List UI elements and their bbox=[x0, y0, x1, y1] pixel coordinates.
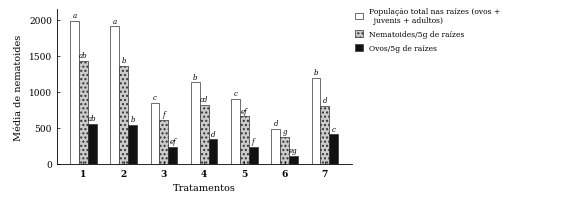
Bar bbox=[128, 125, 137, 164]
Y-axis label: Média de nematoides: Média de nematoides bbox=[14, 34, 23, 140]
Bar bbox=[272, 130, 280, 164]
Bar bbox=[119, 67, 128, 164]
Bar bbox=[88, 124, 96, 164]
Legend: População total nas raízes (ovos +
  juvenis + adultos), Nematoides/5g de raízes: População total nas raízes (ovos + juven… bbox=[354, 7, 501, 54]
Bar bbox=[151, 103, 159, 164]
Text: cd: cd bbox=[200, 96, 208, 103]
Bar bbox=[320, 107, 329, 164]
Bar bbox=[79, 62, 88, 164]
X-axis label: Tratamentos: Tratamentos bbox=[173, 183, 235, 192]
Text: d: d bbox=[273, 120, 278, 128]
Bar bbox=[329, 135, 338, 164]
Text: ab: ab bbox=[88, 114, 96, 122]
Bar bbox=[200, 105, 209, 164]
Text: a: a bbox=[73, 12, 77, 20]
Bar bbox=[191, 83, 200, 164]
Bar bbox=[231, 100, 240, 164]
Text: ab: ab bbox=[79, 52, 88, 60]
Bar bbox=[168, 147, 177, 164]
Bar bbox=[289, 156, 298, 164]
Text: ef: ef bbox=[170, 137, 176, 145]
Text: b: b bbox=[130, 115, 135, 123]
Text: a: a bbox=[113, 17, 117, 25]
Bar bbox=[70, 22, 79, 164]
Text: c: c bbox=[332, 125, 336, 133]
Text: c: c bbox=[234, 90, 238, 98]
Text: g: g bbox=[282, 128, 287, 136]
Bar bbox=[249, 148, 257, 164]
Text: f: f bbox=[163, 111, 165, 119]
Text: d: d bbox=[323, 97, 327, 105]
Bar bbox=[159, 120, 168, 164]
Text: d: d bbox=[211, 130, 215, 138]
Text: c: c bbox=[153, 93, 157, 101]
Text: b: b bbox=[314, 69, 318, 77]
Bar bbox=[280, 137, 289, 164]
Bar bbox=[111, 27, 119, 164]
Text: b: b bbox=[193, 73, 197, 81]
Text: ef: ef bbox=[241, 107, 248, 115]
Text: f: f bbox=[252, 138, 255, 146]
Text: b: b bbox=[121, 57, 126, 65]
Text: eg: eg bbox=[289, 146, 298, 154]
Bar bbox=[240, 117, 249, 164]
Bar bbox=[312, 79, 320, 164]
Bar bbox=[209, 140, 217, 164]
